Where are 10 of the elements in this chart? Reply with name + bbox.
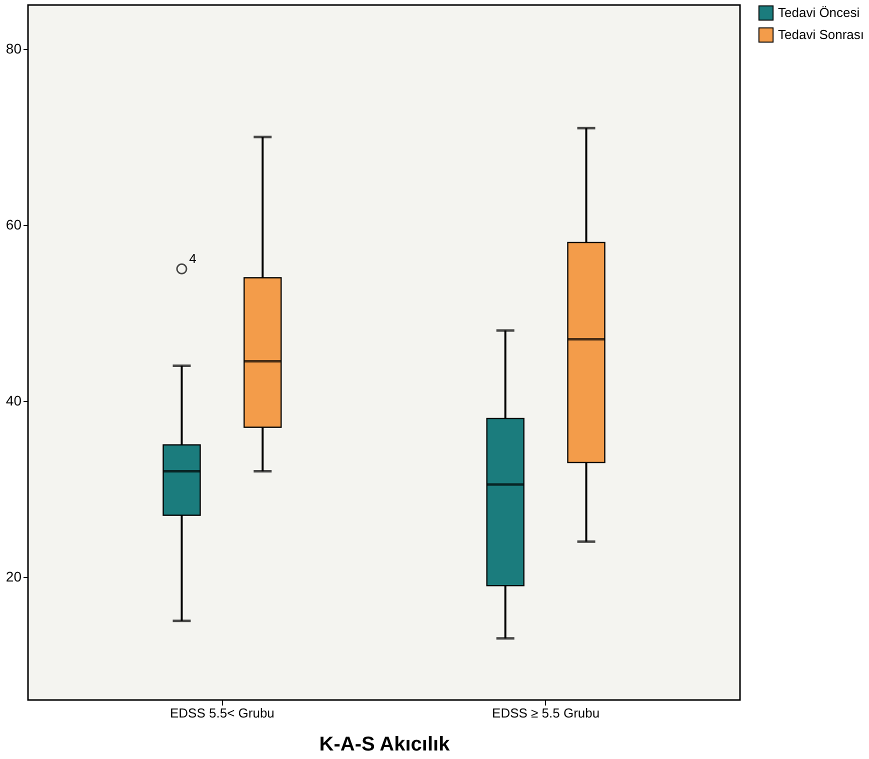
x-tick-label: EDSS 5.5< Grubu	[170, 706, 274, 720]
y-tick-label: 60	[6, 216, 22, 232]
y-tick-label: 40	[6, 392, 22, 408]
legend-label: Tedavi Sonrası	[778, 27, 864, 42]
x-tick-label: EDSS ≥ 5.5 Grubu	[492, 706, 600, 720]
y-tick-label: 20	[6, 568, 22, 584]
annotation: 4	[189, 250, 196, 266]
x-axis-title: K-A-S Akıcılık	[319, 734, 451, 756]
legend-label: Tedavi Öncesi	[778, 5, 860, 20]
y-tick-label: 80	[6, 40, 22, 56]
